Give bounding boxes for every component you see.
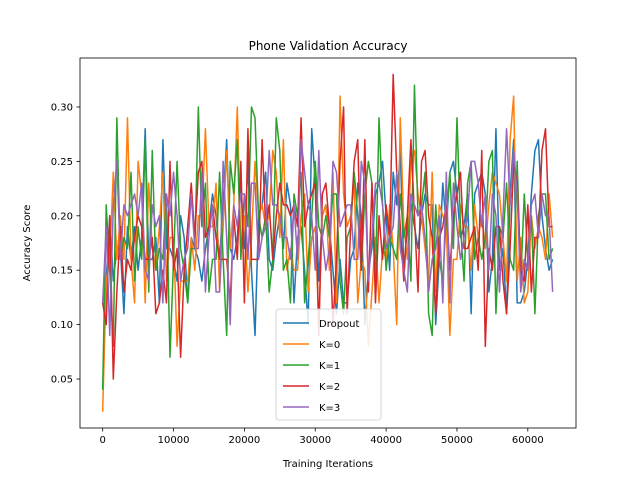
series-line-k-2 [101, 73, 553, 380]
x-tick-label: 10000 [158, 435, 190, 446]
legend-box [275, 308, 382, 421]
legend-label: K=1 [319, 361, 340, 372]
y-tick-label: 0.10 [51, 320, 73, 331]
x-tick-label: 40000 [370, 435, 402, 446]
legend: Dropout K=0 K=1 K=2 K=3 [275, 308, 382, 421]
y-tick-label: 0.15 [51, 266, 73, 277]
x-tick-label: 60000 [512, 435, 544, 446]
x-axis: 0 10000 20000 30000 40000 50000 60000 [99, 428, 544, 446]
x-tick-label: 50000 [441, 435, 473, 446]
x-axis-label: Training Iterations [282, 459, 373, 470]
legend-label: K=0 [319, 340, 340, 351]
y-tick-label: 0.05 [51, 375, 73, 386]
y-tick-label: 0.25 [51, 157, 73, 168]
series-line-k-3 [101, 127, 554, 337]
y-tick-label: 0.30 [51, 102, 73, 113]
x-tick-label: 0 [99, 435, 105, 446]
series-line-k-0 [101, 95, 554, 412]
series-layer [101, 73, 554, 412]
y-tick-label: 0.20 [51, 211, 73, 222]
axes-frame [79, 57, 577, 429]
y-axis: 0.05 0.10 0.15 0.20 0.25 0.30 [51, 102, 80, 386]
x-tick-label: 30000 [299, 435, 331, 446]
x-tick-label: 20000 [228, 435, 260, 446]
y-axis-label: Accuracy Score [22, 205, 33, 282]
legend-label: K=3 [319, 403, 340, 414]
legend-label: K=2 [319, 382, 340, 393]
chart-title: Phone Validation Accuracy [249, 39, 408, 53]
legend-label: Dropout [319, 319, 360, 330]
series-line-k-1 [101, 84, 554, 390]
